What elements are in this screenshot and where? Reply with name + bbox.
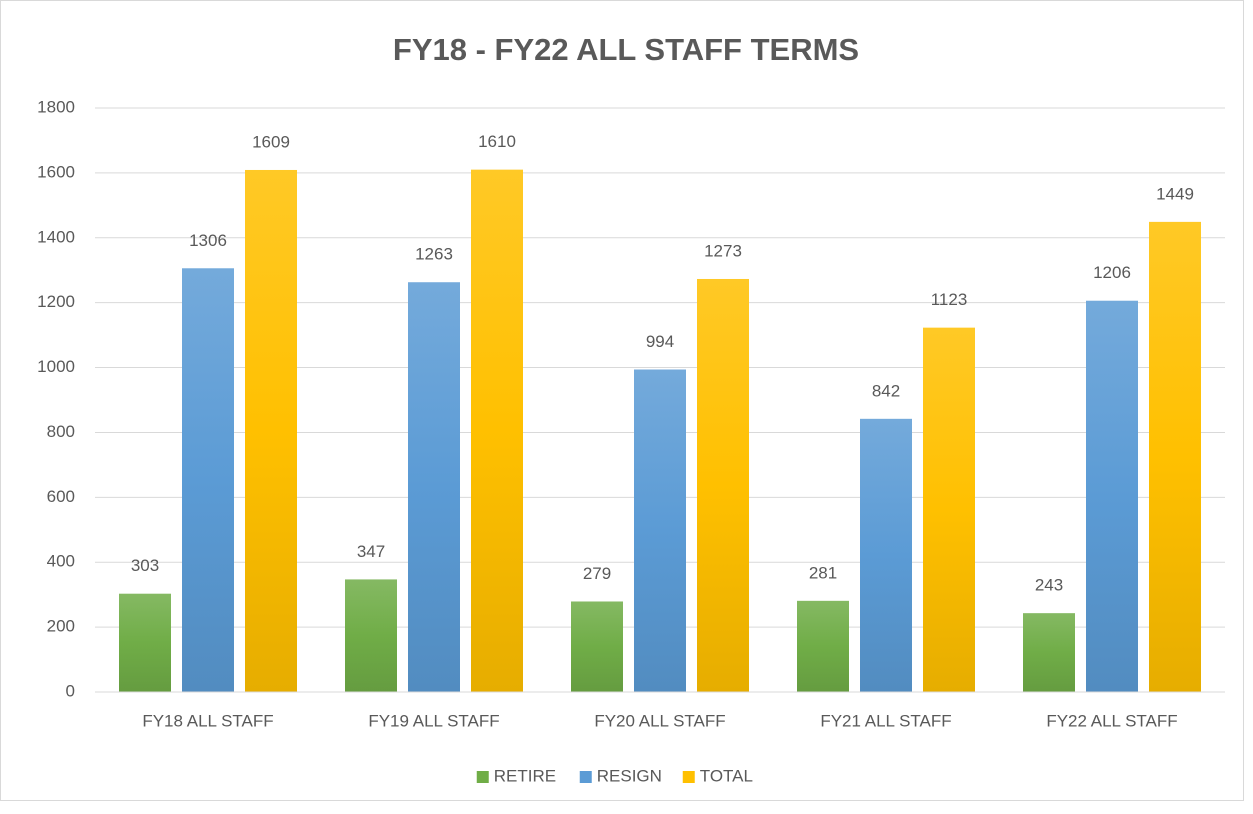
data-label: 243 xyxy=(1035,576,1063,595)
y-tick-label: 1600 xyxy=(37,162,75,181)
x-tick-label: FY22 ALL STAFF xyxy=(1046,711,1177,730)
bar xyxy=(1086,300,1138,692)
y-tick-label: 0 xyxy=(66,681,75,700)
legend-swatch xyxy=(682,771,695,783)
legend-label: RETIRE xyxy=(494,766,556,785)
data-label: 994 xyxy=(646,332,674,351)
data-label: 1449 xyxy=(1156,184,1194,203)
y-tick-label: 1400 xyxy=(37,227,75,246)
y-tick-label: 800 xyxy=(47,422,75,441)
legend-swatch xyxy=(579,771,592,783)
y-tick-label: 1800 xyxy=(37,97,75,116)
bar xyxy=(182,268,234,692)
data-label: 1610 xyxy=(478,132,516,151)
y-tick-label: 200 xyxy=(47,617,75,636)
y-tick-label: 400 xyxy=(47,552,75,571)
y-tick-label: 600 xyxy=(47,487,75,506)
x-tick-label: FY20 ALL STAFF xyxy=(594,711,725,730)
data-label: 1609 xyxy=(252,132,290,151)
data-label: 347 xyxy=(357,542,385,561)
legend-label: RESIGN xyxy=(597,766,662,785)
data-label: 1306 xyxy=(189,231,227,250)
bar xyxy=(860,418,912,692)
legend-label: TOTAL xyxy=(700,766,753,785)
bar xyxy=(923,327,975,692)
bar xyxy=(697,278,749,692)
x-tick-label: FY21 ALL STAFF xyxy=(820,711,951,730)
bar xyxy=(571,601,623,692)
bar xyxy=(1023,613,1075,692)
y-tick-label: 1000 xyxy=(37,357,75,376)
bar xyxy=(408,282,460,692)
bar xyxy=(119,593,171,692)
data-label: 281 xyxy=(809,563,837,582)
data-label: 1123 xyxy=(931,290,968,309)
data-label: 279 xyxy=(583,564,611,583)
x-tick-label: FY19 ALL STAFF xyxy=(368,711,499,730)
data-label: 842 xyxy=(872,381,900,400)
y-tick-label: 1200 xyxy=(37,292,75,311)
data-label: 1263 xyxy=(415,245,453,264)
bar xyxy=(245,169,297,693)
data-label: 303 xyxy=(131,556,159,575)
bar xyxy=(634,369,686,692)
data-label: 1206 xyxy=(1093,263,1131,282)
legend-swatch xyxy=(476,771,489,783)
chart-title: FY18 - FY22 ALL STAFF TERMS xyxy=(393,32,859,67)
x-tick-label: FY18 ALL STAFF xyxy=(142,711,273,730)
bar xyxy=(797,600,849,692)
bar xyxy=(1149,221,1201,692)
data-label: 1273 xyxy=(704,241,742,260)
bar xyxy=(345,579,397,692)
bar xyxy=(471,169,523,693)
